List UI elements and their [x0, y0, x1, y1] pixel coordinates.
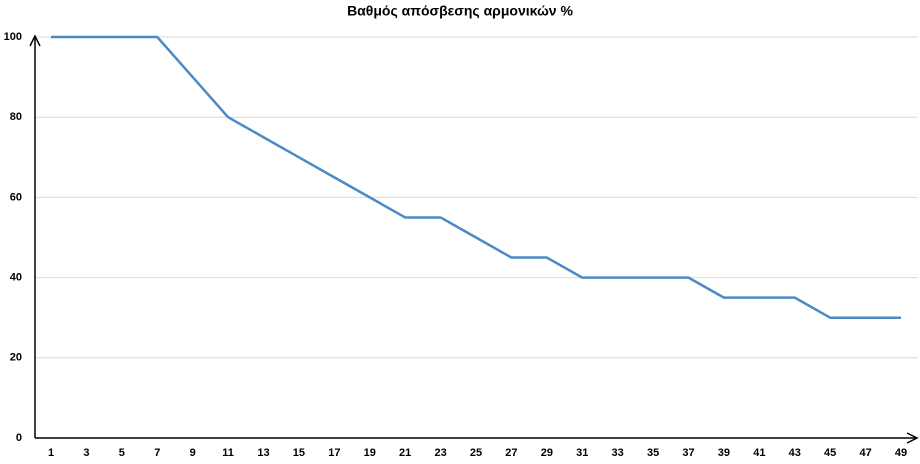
x-axis-arrow — [906, 432, 919, 444]
x-tick-label: 35 — [647, 447, 659, 459]
x-tick-label: 31 — [576, 447, 588, 459]
x-tick-label: 39 — [718, 447, 730, 459]
y-tick-label: 80 — [10, 111, 22, 123]
y-tick-label: 40 — [10, 272, 22, 284]
x-tick-label: 29 — [541, 447, 553, 459]
y-tick-label: 20 — [10, 352, 22, 364]
chart-title: Βαθμός απόσβεσης αρμονικών % — [347, 3, 573, 19]
x-tick-label: 17 — [328, 447, 340, 459]
x-tick-label: 7 — [154, 447, 160, 459]
x-tick-label: 33 — [612, 447, 624, 459]
x-tick-label: 41 — [753, 447, 765, 459]
x-tick-label: 43 — [789, 447, 801, 459]
x-tick-label: 49 — [895, 447, 907, 459]
x-tick-label: 47 — [859, 447, 871, 459]
x-tick-label: 45 — [824, 447, 836, 459]
y-tick-label: 60 — [10, 191, 22, 203]
x-tick-label: 11 — [222, 447, 234, 459]
y-axis-arrow — [29, 34, 41, 47]
data-line — [51, 35, 901, 319]
y-tick-label: 0 — [16, 432, 22, 444]
x-tick-label: 27 — [505, 447, 517, 459]
x-tick-label: 21 — [399, 447, 411, 459]
x-tick-label: 15 — [293, 447, 305, 459]
x-tick-label: 9 — [190, 447, 196, 459]
x-tick-label: 37 — [682, 447, 694, 459]
x-tick-label: 3 — [83, 447, 89, 459]
x-tick-label: 1 — [48, 447, 54, 459]
x-tick-label: 19 — [364, 447, 376, 459]
y-tick-label: 100 — [4, 31, 22, 43]
x-tick-label: 13 — [257, 447, 269, 459]
x-tick-label: 25 — [470, 447, 482, 459]
x-tick-label: 5 — [119, 447, 125, 459]
x-tick-label: 23 — [434, 447, 446, 459]
